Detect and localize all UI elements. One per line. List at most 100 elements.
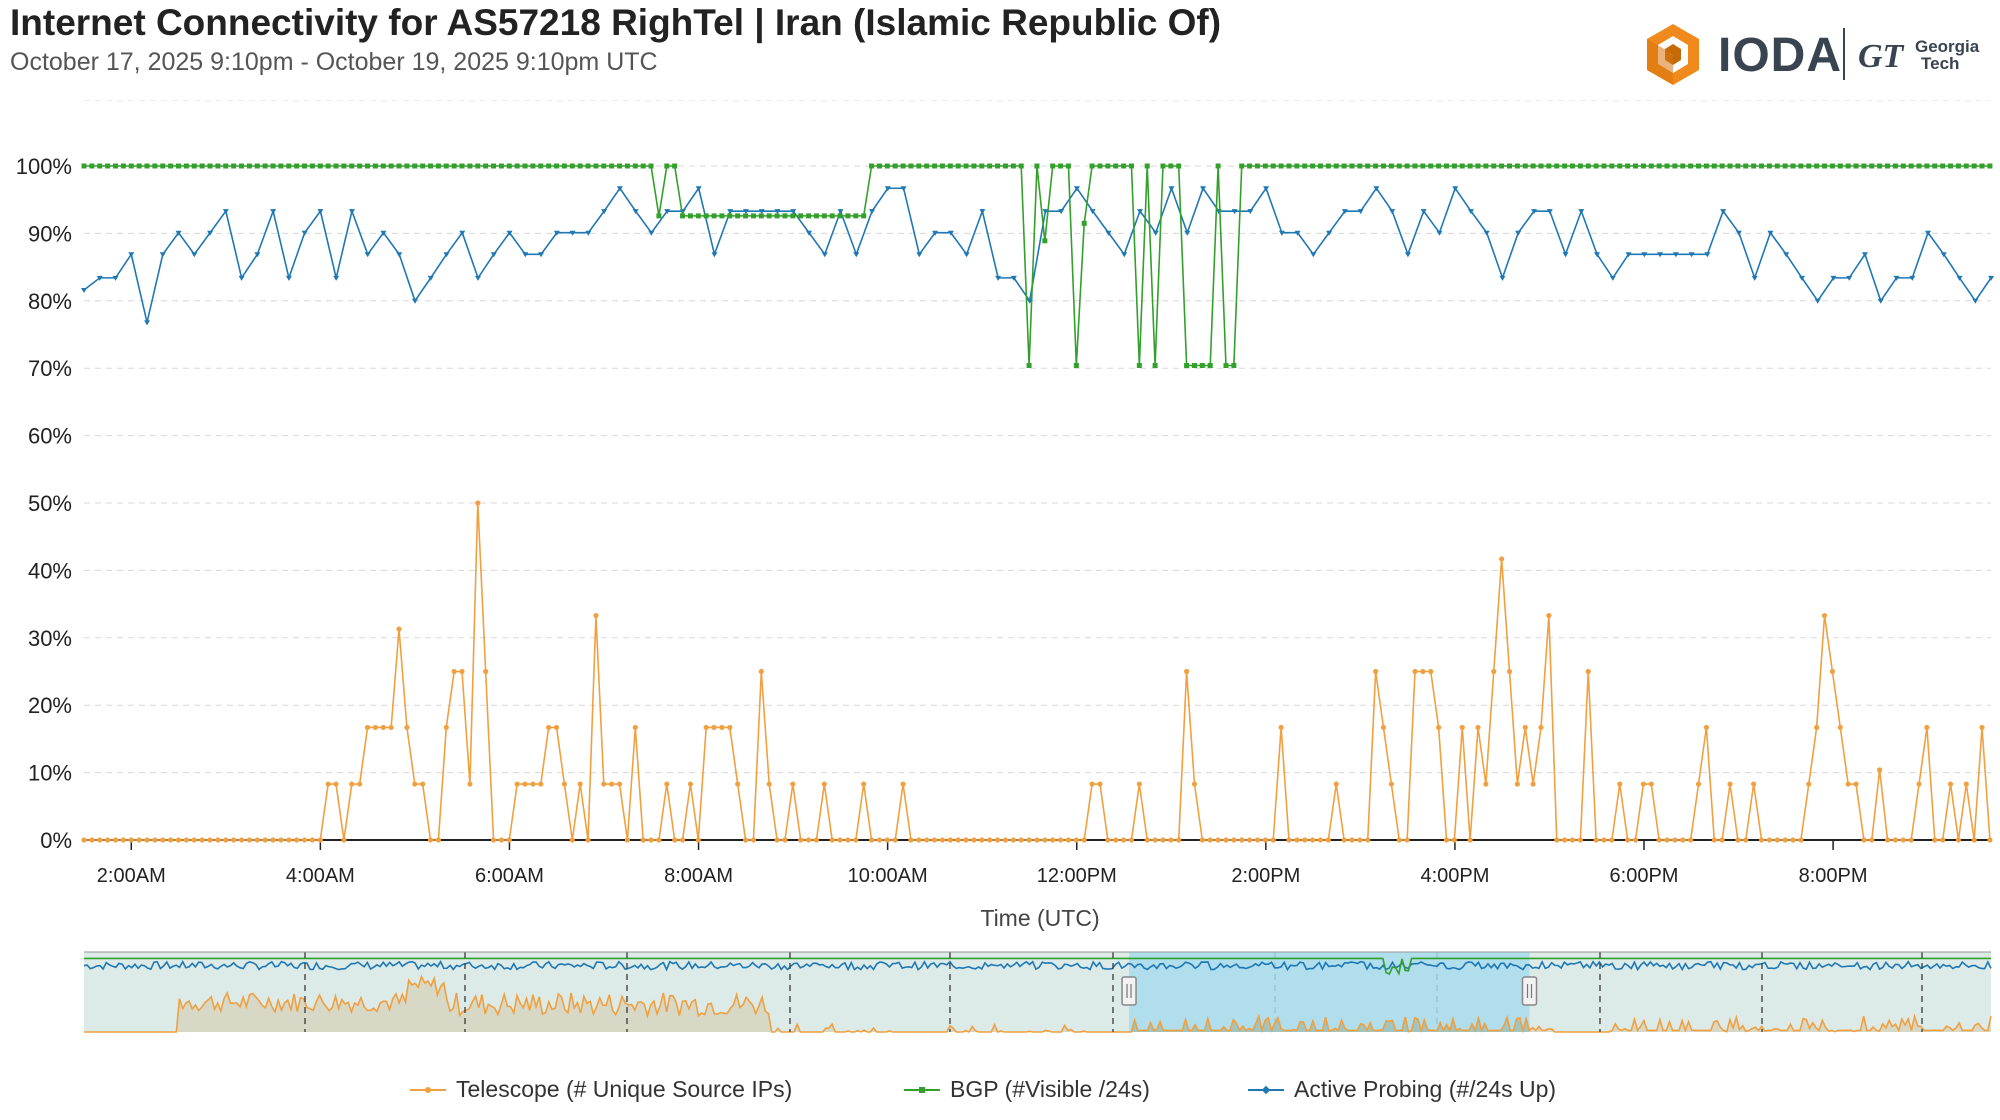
data-point: [1822, 163, 1828, 169]
data-point: [1790, 837, 1796, 843]
handle-grip[interactable]: [1521, 976, 1538, 1006]
data-point: [364, 724, 371, 731]
legend-item-telescope[interactable]: Telescope (# Unique Source IPs): [410, 1076, 792, 1103]
data-point: [1365, 837, 1371, 843]
data-point: [1278, 163, 1284, 169]
y-tick-label: 70%: [28, 356, 72, 381]
data-point: [987, 163, 993, 169]
data-point: [152, 163, 158, 169]
data-point: [1971, 163, 1977, 169]
data-point: [821, 252, 828, 258]
data-point: [1861, 252, 1868, 258]
data-point: [1302, 837, 1308, 843]
data-point: [1034, 837, 1040, 843]
data-point: [483, 163, 489, 169]
main-chart[interactable]: 0% 10% 20% 30% 40% 50% 60% 70% 80% 90% 100% 2:00AM…: [0, 100, 2000, 1040]
series-bgp[interactable]: [81, 163, 1993, 369]
data-point: [191, 837, 197, 843]
data-point: [979, 209, 986, 215]
data-point: [593, 163, 599, 169]
data-point: [112, 275, 119, 281]
navigator-handle-right[interactable]: [1521, 976, 1538, 1006]
data-point: [238, 275, 245, 281]
data-point: [199, 163, 205, 169]
data-point: [262, 163, 268, 169]
data-point: [1821, 612, 1828, 619]
data-point: [128, 837, 134, 843]
data-point: [1798, 275, 1805, 281]
data-point: [947, 230, 954, 236]
data-point: [585, 837, 591, 843]
data-point: [1420, 209, 1427, 215]
legend-item-bgp[interactable]: BGP (#Visible /24s): [904, 1076, 1150, 1103]
data-point: [979, 837, 985, 843]
navigator-line: [84, 974, 1992, 1034]
ioda-logo[interactable]: IODA GT Georgia Tech: [1643, 22, 1983, 88]
data-point: [546, 163, 552, 169]
data-point: [1239, 837, 1245, 843]
data-point: [1357, 163, 1363, 169]
data-point: [309, 163, 315, 169]
data-point: [1010, 163, 1016, 169]
data-point: [215, 163, 221, 169]
series-active[interactable]: [81, 185, 1995, 326]
data-point: [89, 163, 95, 169]
data-point: [1200, 186, 1207, 192]
data-point: [1262, 837, 1268, 843]
navigator-selection[interactable]: [1129, 952, 1530, 1032]
data-point: [317, 163, 323, 169]
data-point: [160, 163, 166, 169]
legend-label-active-probing: Active Probing (#/24s Up): [1294, 1076, 1557, 1102]
legend-item-active-probing[interactable]: Active Probing (#/24s Up): [1248, 1076, 1556, 1103]
data-point: [357, 781, 363, 787]
data-point: [1310, 252, 1317, 258]
data-point: [1948, 163, 1954, 169]
data-point: [656, 837, 662, 843]
data-point: [1593, 837, 1599, 843]
data-point: [616, 781, 623, 787]
data-point: [152, 837, 158, 843]
data-point: [711, 213, 717, 219]
data-point: [1388, 163, 1394, 169]
data-point: [380, 230, 387, 236]
data-point: [782, 213, 788, 219]
data-point: [892, 163, 898, 169]
data-point: [703, 724, 709, 731]
data-point: [1609, 163, 1615, 169]
data-point: [1538, 724, 1544, 731]
data-point: [617, 163, 623, 169]
handle-grip[interactable]: [1121, 976, 1137, 1006]
data-point: [1640, 781, 1646, 787]
data-point: [1412, 668, 1418, 675]
data-point: [1057, 837, 1064, 843]
navigator-series: [83, 957, 1992, 1034]
data-point: [491, 163, 497, 169]
data-point: [1113, 837, 1119, 843]
data-point: [931, 837, 938, 843]
data-point: [892, 837, 898, 843]
y-tick-label: 0%: [40, 828, 72, 853]
data-point: [1869, 837, 1875, 843]
data-point: [1183, 668, 1190, 675]
telescope-swatch-icon: [410, 1084, 446, 1096]
data-point: [813, 213, 819, 219]
data-point: [1735, 230, 1742, 236]
data-point: [1380, 724, 1387, 731]
data-point: [333, 275, 340, 281]
data-point: [1719, 163, 1725, 169]
data-point: [105, 837, 111, 843]
data-point: [530, 163, 536, 169]
series-telescope[interactable]: [81, 500, 1993, 843]
data-point: [837, 213, 843, 219]
data-point: [1073, 363, 1079, 369]
data-point: [1152, 363, 1158, 369]
data-point: [672, 837, 678, 843]
data-point: [1577, 837, 1583, 843]
data-point: [1908, 163, 1914, 169]
data-point: [916, 252, 923, 258]
data-point: [813, 837, 820, 843]
data-point: [1703, 724, 1709, 731]
navigator-handle-left[interactable]: [1121, 976, 1137, 1006]
data-point: [774, 837, 780, 843]
